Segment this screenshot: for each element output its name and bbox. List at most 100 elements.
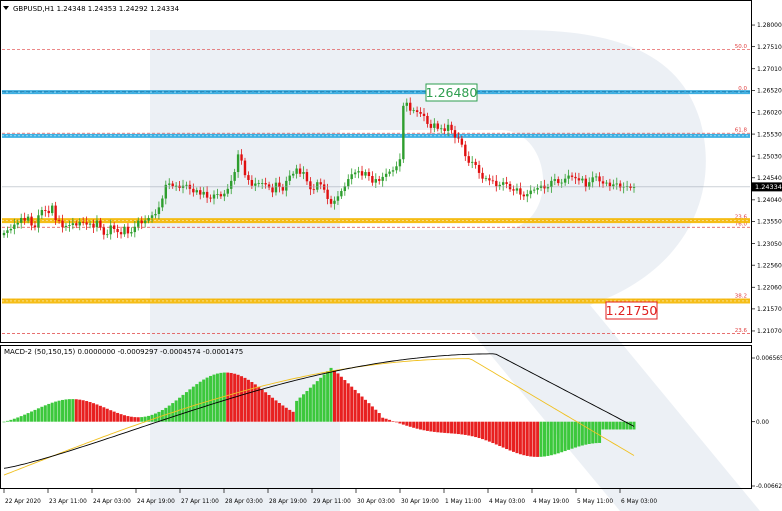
candle-body [508, 183, 512, 190]
candle-body [519, 188, 522, 195]
candle-body [305, 172, 309, 182]
macd-bar [277, 402, 281, 422]
macd-bar [598, 421, 602, 443]
candle-body [443, 128, 446, 131]
macd-bar [339, 376, 343, 422]
candle-body [288, 175, 291, 181]
macd-bar [467, 421, 471, 436]
candle-body [594, 176, 598, 178]
candle-body [415, 110, 419, 113]
current-price-tag: 1.24334 [752, 182, 782, 192]
fib-label: 76.0 [735, 222, 748, 228]
candle-body [71, 223, 75, 226]
macd-bar [591, 421, 595, 444]
macd-bar [257, 386, 261, 422]
candle-body [130, 232, 133, 234]
macd-bar [312, 384, 316, 422]
candle-body [85, 222, 88, 225]
macd-bar [243, 377, 247, 422]
candle-body [632, 187, 636, 188]
candle-body [491, 180, 495, 182]
current-price-text: 1.24334 [755, 183, 782, 191]
macd-bar [401, 421, 405, 425]
time-tick-label: 5 May 11:00 [577, 499, 613, 505]
macd-bar [505, 421, 509, 450]
candle-body [195, 190, 198, 193]
time-tick-label: 30 Apr 03:00 [357, 499, 395, 505]
macd-bar [222, 372, 226, 422]
fib-label: 23.6 [735, 215, 748, 221]
macd-bar [439, 421, 443, 433]
macd-bar [460, 421, 464, 435]
macd-bar [601, 421, 605, 430]
candle-body [285, 180, 288, 191]
macd-bar [246, 379, 250, 422]
candle-body [395, 166, 398, 171]
candle-body [402, 105, 405, 160]
macd-bar [253, 384, 257, 422]
macd-bar [260, 389, 264, 422]
candle-body [312, 189, 316, 191]
collapse-arrow-icon[interactable] [3, 6, 9, 10]
price-tick-label: 1.26520 [757, 88, 782, 95]
time-tick-label: 4 May 03:00 [489, 499, 525, 505]
candle-body [591, 177, 594, 183]
time-tick-label: 27 Apr 11:00 [181, 499, 219, 505]
time-tick-label: 4 May 19:00 [533, 499, 569, 505]
macd-bar [102, 407, 106, 422]
macd-bar [384, 418, 388, 422]
macd-bar [443, 421, 447, 433]
time-tick-label: 23 Apr 11:00 [49, 499, 87, 505]
candle-body [205, 191, 209, 198]
candle-body [457, 137, 460, 139]
macd-bar [202, 379, 206, 422]
macd-bar [374, 409, 378, 422]
candle-body [446, 124, 450, 131]
horizontal-lines[interactable] [2, 90, 750, 304]
price-tick-label: 1.25530 [757, 131, 782, 138]
candle-body [316, 182, 319, 190]
macd-bar [546, 421, 550, 456]
candle-body [243, 160, 247, 176]
macd-bar [622, 421, 626, 430]
fib-label: 38.2 [735, 294, 747, 300]
macd-bar [195, 384, 199, 422]
watermark-shape [150, 30, 760, 511]
candle-body [588, 182, 591, 187]
candle-body [254, 183, 257, 186]
candle-body [598, 176, 601, 182]
candle-body [92, 223, 95, 228]
macd-bar [295, 400, 299, 422]
macd-bar [112, 411, 116, 422]
macd-bar [432, 421, 436, 432]
macd-bar [226, 372, 230, 422]
macd-bar [61, 399, 65, 422]
price-callout-upper[interactable]: 1.26480 [425, 83, 478, 102]
macd-bar [370, 406, 374, 422]
candle-body [336, 196, 340, 201]
candle-body [16, 222, 19, 225]
candle-body [384, 173, 388, 177]
price-tick-label: 1.25030 [757, 153, 782, 160]
macd-bar [474, 421, 478, 438]
macd-bar [539, 421, 543, 457]
candle-body [123, 226, 126, 235]
candle-body [574, 176, 577, 179]
macd-bar [388, 419, 392, 422]
macd-bar [47, 403, 51, 422]
macd-axis: 0.0065659 0.00 -0.006627 [751, 356, 782, 490]
macd-bar [308, 387, 312, 422]
candle-body [340, 191, 343, 197]
candle-body [532, 189, 536, 191]
price-axis: 1.28000 1.27510 1.27010 1.26520 1.26020 1.255… [751, 22, 782, 335]
candle-body [477, 164, 481, 173]
main-panel-frame [0, 0, 752, 343]
price-callout-lower[interactable]: 1.21750 [605, 301, 658, 320]
candle-body [295, 168, 298, 174]
macd-signal-line [3, 358, 635, 476]
candle-body [95, 220, 99, 228]
candle-body [536, 187, 539, 190]
candle-body [329, 198, 333, 204]
macd-bar [326, 371, 330, 422]
